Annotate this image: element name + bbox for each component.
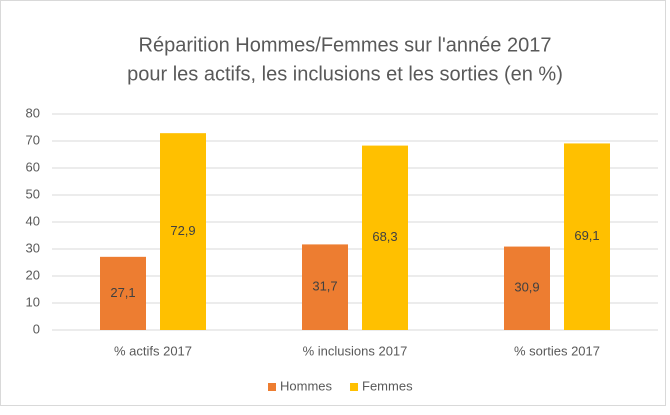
y-tick-label: 40 [26,213,40,228]
y-tick-label: 10 [26,294,40,309]
data-label: 31,7 [312,279,337,294]
chart-title: Réparition Hommes/Femmes sur l'année 201… [139,34,552,56]
y-tick-label: 50 [26,186,40,201]
legend-swatch [350,383,359,391]
bar [160,133,206,330]
data-label: 30,9 [514,280,539,295]
legend-swatch [268,383,276,391]
data-label: 69,1 [574,228,599,243]
x-tick-label: % sorties 2017 [514,343,600,358]
x-tick-label: % inclusions 2017 [303,343,408,358]
bar [504,246,550,330]
y-tick-label: 60 [26,159,40,174]
bar [302,244,348,330]
y-tick-label: 20 [26,267,40,282]
y-tick-label: 80 [26,105,40,120]
x-tick-label: % actifs 2017 [114,343,192,358]
y-tick-label: 30 [26,240,40,255]
chart-title: pour les actifs, les inclusions et les s… [127,63,563,85]
bar [564,143,610,330]
chart-border [0,0,666,406]
data-label: 72,9 [170,223,195,238]
y-tick-label: 0 [33,321,40,336]
data-label: 27,1 [110,285,135,300]
y-tick-label: 70 [26,132,40,147]
bar [362,145,408,330]
bar [100,256,146,330]
legend-label: Hommes [280,378,333,393]
data-label: 68,3 [372,229,397,244]
legend-label: Femmes [362,378,413,393]
